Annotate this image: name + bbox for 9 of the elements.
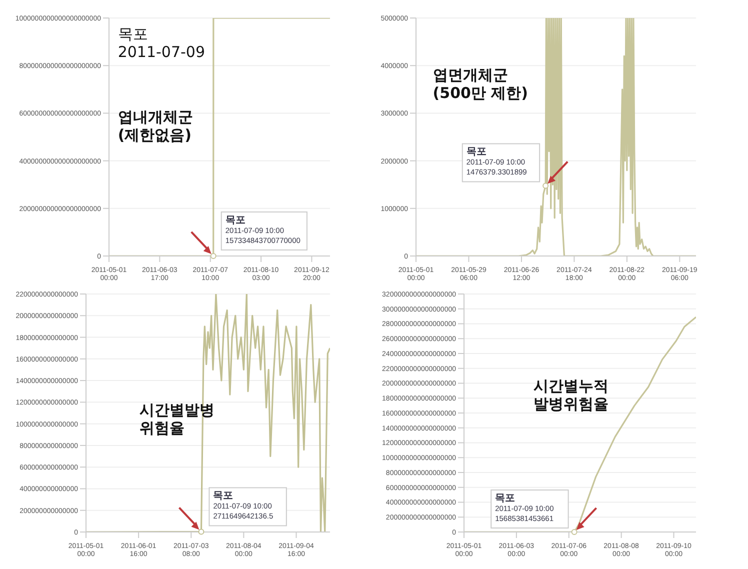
- annotation: 시간별누적 발병위험율: [534, 377, 609, 414]
- annotation: 목포 2011-07-09: [118, 25, 206, 62]
- annotation: 목포 2011-07-09 10:00 1476379.3301899: [466, 146, 527, 177]
- annotation: 시간별발병 위험율: [140, 401, 215, 438]
- annotation: 목포 2011-07-09 10:00 157334843700770000: [225, 214, 300, 245]
- annotation: 목포 2011-07-09 10:00 2711649642136.5: [213, 490, 274, 521]
- annotation: 엽면개체군 (500만 제한): [432, 66, 528, 102]
- annotation: 목포 2011-07-09 10:00 15685381453661: [495, 493, 554, 523]
- annotation: 엽내개체군 (제한없음): [118, 108, 193, 144]
